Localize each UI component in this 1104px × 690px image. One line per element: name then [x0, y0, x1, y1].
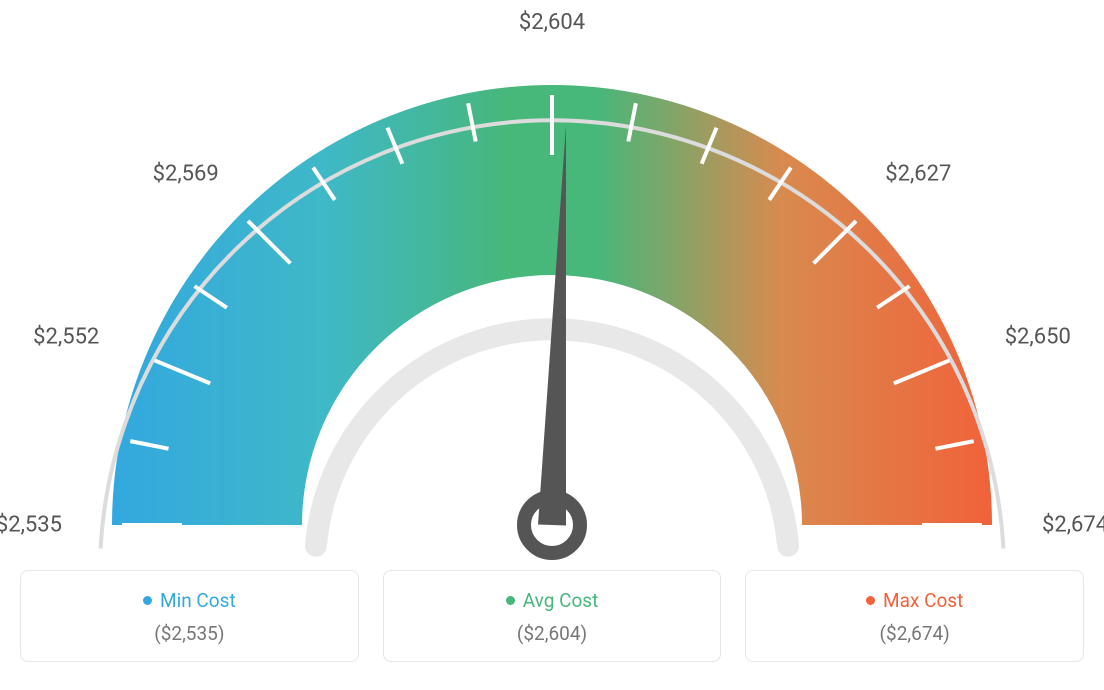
gauge-tick-label: $2,535: [0, 513, 62, 538]
legend-dot-icon: [506, 596, 515, 605]
gauge-tick-label: $2,674: [1042, 513, 1104, 538]
gauge-tick-label: $2,552: [33, 325, 99, 350]
legend-label-row: Max Cost: [756, 589, 1073, 612]
legend-row: Min Cost ($2,535) Avg Cost ($2,604) Max Cost…: [20, 570, 1084, 662]
legend-label-row: Min Cost: [31, 589, 348, 612]
gauge-tick-label: $2,604: [519, 10, 585, 35]
gauge-tick-label: $2,650: [1005, 325, 1071, 350]
legend-label: Avg Cost: [523, 589, 599, 612]
legend-dot-icon: [866, 596, 875, 605]
gauge-svg: [20, 20, 1084, 560]
legend-card-avg: Avg Cost ($2,604): [383, 570, 722, 662]
legend-card-max: Max Cost ($2,674): [745, 570, 1084, 662]
legend-value: ($2,674): [756, 622, 1073, 645]
legend-value: ($2,535): [31, 622, 348, 645]
legend-label: Min Cost: [160, 589, 236, 612]
legend-value: ($2,604): [394, 622, 711, 645]
legend-label-row: Avg Cost: [394, 589, 711, 612]
legend-card-min: Min Cost ($2,535): [20, 570, 359, 662]
gauge-tick-label: $2,627: [885, 161, 951, 186]
legend-label: Max Cost: [883, 589, 963, 612]
cost-gauge-chart: $2,535$2,552$2,569$2,604$2,627$2,650$2,6…: [20, 20, 1084, 560]
legend-dot-icon: [143, 596, 152, 605]
gauge-tick-label: $2,569: [153, 161, 219, 186]
